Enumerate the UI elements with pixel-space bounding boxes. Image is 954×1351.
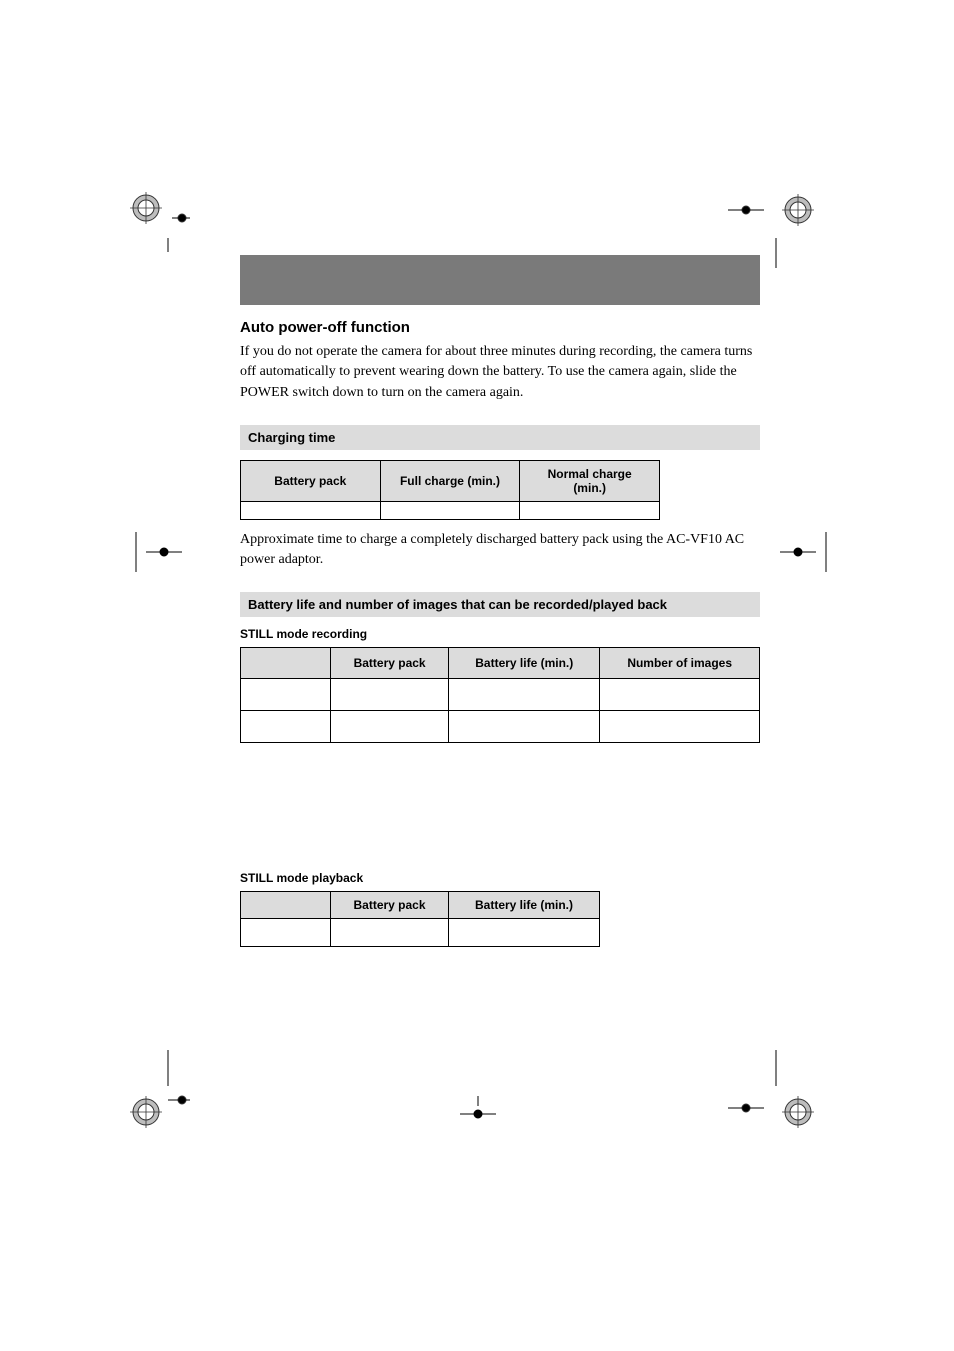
charging-note: Approximate time to charge a completely … [240,530,760,571]
td-pack [241,501,381,519]
td-images-0 [600,679,760,711]
th-battery-pack-3: Battery pack [331,892,449,919]
life-play-table: Battery pack Battery life (min.) [240,891,600,947]
life-record-table: Battery pack Battery life (min.) Number … [240,647,760,743]
td-play-pack [331,919,449,947]
auto-off-heading: Auto power-off function [240,319,760,336]
th-blank [241,648,331,679]
life-record-heading: Battery life and number of images that c… [240,592,760,617]
th-blank-2 [241,892,331,919]
regmark-bot-left [126,1050,190,1130]
td-mode-0 [241,679,331,711]
regmark-bot-right [714,1050,814,1130]
still-play-heading: STILL mode playback [240,871,760,885]
td-life-0 [449,679,600,711]
td-images-1 [600,711,760,743]
td-life-1 [449,711,600,743]
th-battery-pack: Battery pack [241,460,381,501]
td-pack-0 [331,679,449,711]
charging-heading: Charging time [240,425,760,450]
auto-off-body: If you do not operate the camera for abo… [240,342,760,403]
still-record-heading: STILL mode recording [240,627,760,641]
th-life: Battery life (min.) [449,648,600,679]
regmark-mid-right [778,532,834,572]
td-mode-1 [241,711,331,743]
td-pack-1 [331,711,449,743]
th-normal-charge: Normal charge (min.) [520,460,660,501]
content-area: Auto power-off function If you do not op… [240,255,760,957]
th-life-2: Battery life (min.) [449,892,600,919]
charging-table: Battery pack Full charge (min.) Normal c… [240,460,660,520]
regmark-mid-left [128,532,184,572]
header-banner [240,255,760,305]
page-root: Auto power-off function If you do not op… [0,0,954,1351]
td-play-mode [241,919,331,947]
th-full-charge: Full charge (min.) [380,460,520,501]
th-images: Number of images [600,648,760,679]
regmark-top-left [126,188,190,252]
td-play-life [449,919,600,947]
td-normal [520,501,660,519]
th-battery-pack-2: Battery pack [331,648,449,679]
regmark-bot-center [458,1094,498,1134]
td-full [380,501,520,519]
